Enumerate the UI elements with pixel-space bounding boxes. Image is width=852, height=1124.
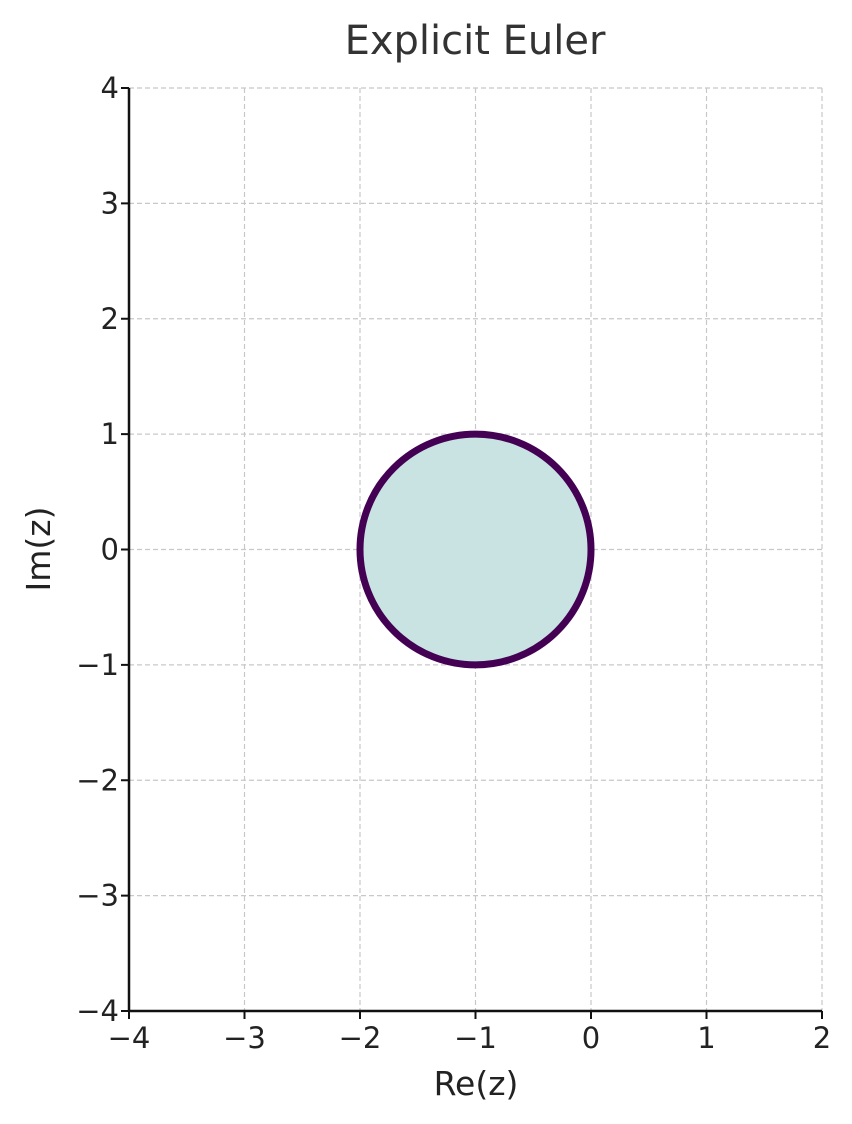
ticks: −4 −3 −2 −1 0 1 2 −4 −3 −2 −1 0 1 2 3 4: [76, 71, 831, 1055]
x-tick-label: −4: [108, 1021, 151, 1055]
x-tick-label: 1: [697, 1021, 715, 1055]
y-axis-label-text: Im(z): [19, 507, 58, 592]
x-axis-label: Re(z): [434, 1064, 519, 1103]
stability-region: [356, 430, 595, 669]
y-tick-label: −2: [76, 763, 119, 797]
y-tick-label: 4: [101, 71, 119, 105]
x-tick-label: −1: [454, 1021, 497, 1055]
y-tick-label: 2: [101, 302, 119, 336]
x-tick-label: −2: [339, 1021, 382, 1055]
x-tick-label: 2: [813, 1021, 831, 1055]
y-tick-label: −1: [76, 648, 119, 682]
y-tick-label: 0: [101, 533, 119, 567]
stability-region-circle: [356, 430, 595, 669]
y-tick-label: −4: [76, 994, 119, 1028]
y-axis-label: Im(z): [19, 507, 58, 592]
x-tick-label: −3: [223, 1021, 266, 1055]
x-axis-label-text: Re(z): [434, 1064, 519, 1103]
x-tick-label: 0: [582, 1021, 600, 1055]
y-tick-label: −3: [76, 879, 119, 913]
y-tick-label: 1: [101, 417, 119, 451]
chart-title: Explicit Euler: [345, 18, 606, 64]
y-tick-label: 3: [101, 186, 119, 220]
